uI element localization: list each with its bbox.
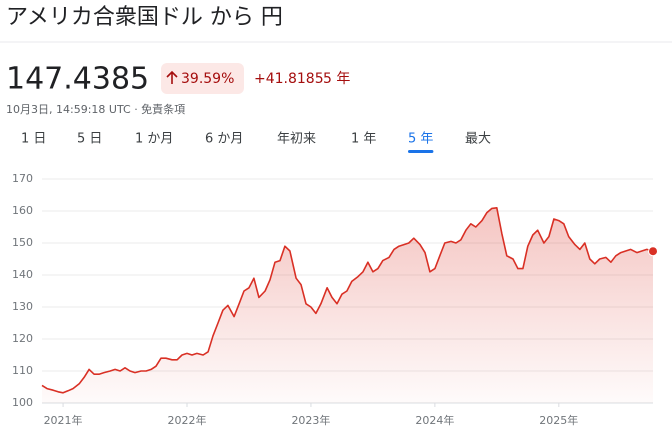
y-tick-label: 160 <box>12 204 33 217</box>
tab[interactable]: 1 年 <box>351 132 376 147</box>
x-tick-label: 2021年 <box>44 413 83 427</box>
change-badge <box>161 63 244 94</box>
y-tick-label: 150 <box>12 236 33 249</box>
x-tick-label: 2023年 <box>291 413 330 427</box>
y-tick-label: 100 <box>12 396 33 409</box>
tabs: 1 日 5 日 1 か月 6 か月 年初来 1 年 5 年 最大 <box>21 132 491 153</box>
period: 5 年 <box>323 71 350 87</box>
tab[interactable]: 1 か月 <box>135 132 173 147</box>
y-tick-label: 110 <box>12 364 33 377</box>
area <box>42 207 653 403</box>
up-arrow <box>166 70 178 84</box>
change-absolute: +41.8185 <box>254 71 324 87</box>
x-tick-label: 2022年 <box>168 413 207 427</box>
y-tick-label: 140 <box>12 268 33 281</box>
timestamp: 10月3日, 14:59:18 UTC · 免責条項 <box>6 102 185 116</box>
tab[interactable]: 年初来 <box>277 132 316 147</box>
tab-indicator <box>408 150 434 153</box>
y-tick-label: 130 <box>12 300 33 313</box>
tab[interactable]: 5 日 <box>77 132 102 147</box>
line <box>41 207 654 394</box>
tab[interactable]: 5 年 <box>408 132 433 147</box>
last-point <box>648 246 658 257</box>
x-tick-label: 2024年 <box>415 413 454 427</box>
plot: 100 110 120 130 140 150 160 170 2021年 2022年 2023年 2… <box>12 172 658 427</box>
tab[interactable]: 6 か月 <box>205 132 243 147</box>
title: アメリカ合衆国ドル から 円 <box>6 5 283 30</box>
change-percent: 39.59% <box>181 71 234 87</box>
tab[interactable]: 1 日 <box>21 132 46 147</box>
x-tick-label: 2025年 <box>539 413 578 427</box>
price: 147.4385 <box>6 62 149 97</box>
tab[interactable]: 最大 <box>465 132 491 147</box>
y-tick-label: 170 <box>12 172 33 185</box>
y-tick-label: 120 <box>12 332 33 345</box>
